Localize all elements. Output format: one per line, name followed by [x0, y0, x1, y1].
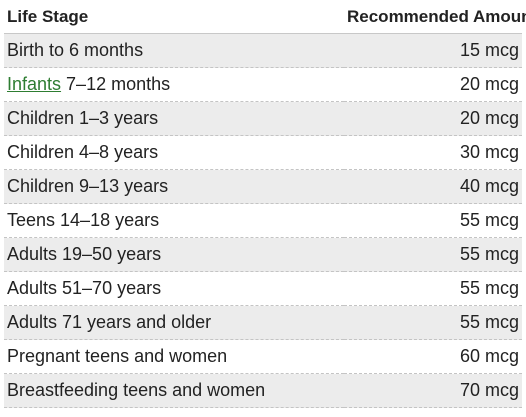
life-stage-cell: Children 9–13 years: [4, 169, 344, 204]
infants-link[interactable]: Infants: [7, 74, 62, 94]
life-stage-cell: Adults 19–50 years: [4, 237, 344, 272]
amount-cell: 40 mcg: [344, 169, 522, 204]
table-row: Children 4–8 years 30 mcg: [4, 135, 522, 170]
table-row: Infants 7–12 months 20 mcg: [4, 67, 522, 102]
amount-cell: 55 mcg: [344, 271, 522, 306]
life-stage-cell-text: 7–12 months: [61, 74, 171, 94]
life-stage-cell: Adults 51–70 years: [4, 271, 344, 306]
life-stage-cell: Children 4–8 years: [4, 135, 344, 170]
table-row: Adults 19–50 years 55 mcg: [4, 237, 522, 272]
life-stage-cell: Infants 7–12 months: [4, 67, 344, 102]
table-row: Teens 14–18 years 55 mcg: [4, 203, 522, 238]
life-stage-cell: Breastfeeding teens and women: [4, 373, 344, 408]
table-row: Adults 71 years and older 55 mcg: [4, 305, 522, 340]
table-row: Children 9–13 years 40 mcg: [4, 169, 522, 204]
recommended-amount-header: Recommended Amount: [344, 0, 526, 34]
table-row: Children 1–3 years 20 mcg: [4, 101, 522, 136]
life-stage-cell: Teens 14–18 years: [4, 203, 344, 238]
recommended-amounts-table: Life Stage Recommended Amount Birth to 6…: [4, 0, 526, 408]
table-row: Breastfeeding teens and women 70 mcg: [4, 373, 522, 408]
life-stage-header: Life Stage: [4, 0, 344, 34]
table-header-row: Life Stage Recommended Amount: [4, 0, 526, 34]
amount-cell: 70 mcg: [344, 373, 522, 408]
amount-cell: 55 mcg: [344, 203, 522, 238]
table-row: Pregnant teens and women 60 mcg: [4, 339, 522, 374]
amount-cell: 55 mcg: [344, 237, 522, 272]
life-stage-cell: Birth to 6 months: [4, 33, 344, 68]
life-stage-cell: Pregnant teens and women: [4, 339, 344, 374]
life-stage-cell: Children 1–3 years: [4, 101, 344, 136]
amount-cell: 30 mcg: [344, 135, 522, 170]
amount-cell: 20 mcg: [344, 101, 522, 136]
table-row: Adults 51–70 years 55 mcg: [4, 271, 522, 306]
amount-cell: 20 mcg: [344, 67, 522, 102]
table-body: Birth to 6 months 15 mcg Infants 7–12 mo…: [4, 33, 522, 408]
table-header: Life Stage Recommended Amount: [4, 0, 526, 34]
amount-cell: 60 mcg: [344, 339, 522, 374]
table-row: Birth to 6 months 15 mcg: [4, 33, 522, 68]
life-stage-cell: Adults 71 years and older: [4, 305, 344, 340]
amount-cell: 55 mcg: [344, 305, 522, 340]
amount-cell: 15 mcg: [344, 33, 522, 68]
